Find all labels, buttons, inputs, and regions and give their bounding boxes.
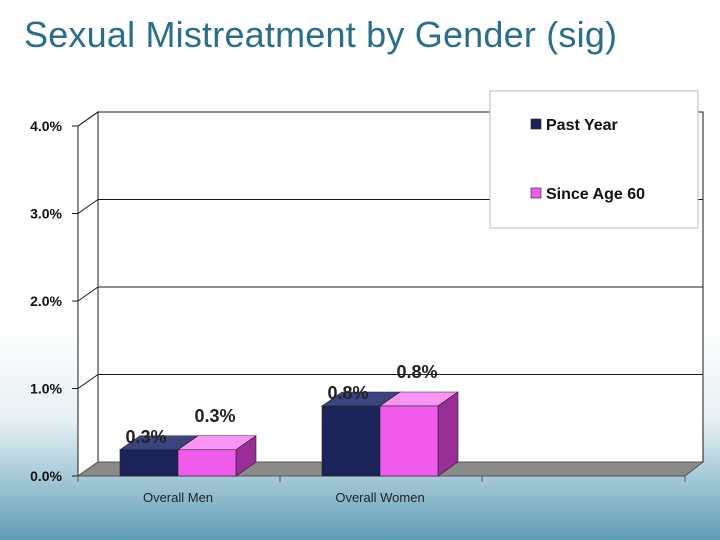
legend-box: [489, 90, 699, 229]
legend-swatch: [530, 118, 542, 130]
y-tick-label: 4.0%: [30, 118, 62, 134]
bar: [321, 405, 381, 477]
data-label: 0.3%: [125, 427, 166, 447]
legend-label: Since Age 60: [546, 186, 645, 203]
y-tick-label: 0.0%: [30, 468, 62, 484]
data-label: 0.3%: [194, 406, 235, 426]
y-tick-label: 2.0%: [30, 293, 62, 309]
y-tick-label: 3.0%: [30, 206, 62, 222]
bars: [119, 391, 459, 477]
legend-swatch: [530, 187, 542, 199]
bar-side: [437, 391, 459, 477]
data-labels: 0.3% 0.3% 0.8% 0.8%: [125, 362, 437, 447]
data-label: 0.8%: [396, 362, 437, 382]
x-tick-label: Overall Women: [335, 490, 424, 505]
bar: [177, 449, 237, 477]
slide-title: Sexual Mistreatment by Gender (sig): [24, 14, 618, 55]
y-tick-label: 1.0%: [30, 381, 62, 397]
gridline: [77, 286, 703, 302]
bar: [379, 405, 439, 477]
legend-label: Past Year: [546, 117, 618, 134]
legend: Past Year Since Age 60: [489, 90, 699, 229]
bar: [119, 449, 179, 477]
gridline: [77, 374, 703, 389]
data-label: 0.8%: [327, 383, 368, 403]
x-tick-label: Overall Men: [143, 490, 213, 505]
